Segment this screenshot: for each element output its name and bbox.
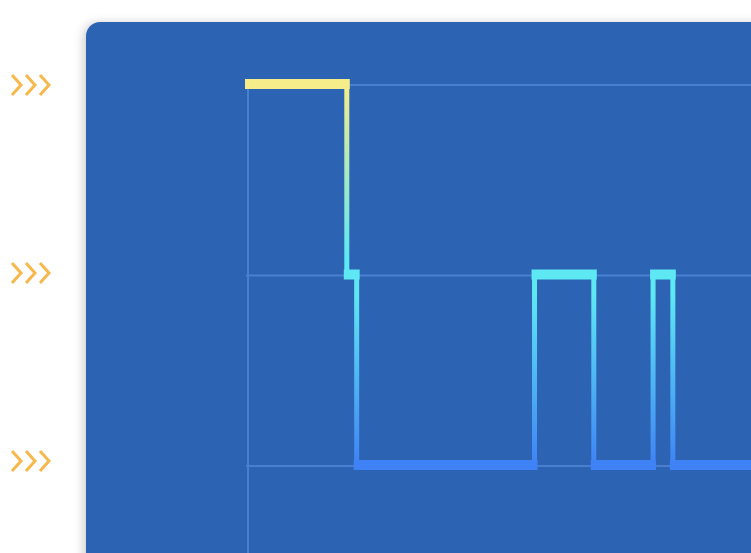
plateau-segment	[590, 460, 607, 470]
triple-chevron-right-icon	[10, 261, 52, 285]
plateau-segment	[600, 460, 657, 470]
level-plateaus	[245, 79, 751, 470]
plateau-segment	[343, 269, 360, 280]
step-chart	[245, 79, 751, 553]
plateau-segment	[353, 460, 538, 470]
triple-chevron-right-icon	[10, 449, 52, 473]
triple-chevron-right-icon	[10, 73, 52, 97]
plateau-segment	[669, 460, 686, 470]
level-marker-rail	[0, 0, 80, 553]
chart-card	[86, 22, 751, 553]
plateau-segment	[650, 269, 676, 280]
plateau-segment	[245, 79, 350, 89]
plateau-segment	[679, 460, 751, 470]
plateau-segment	[531, 269, 597, 280]
